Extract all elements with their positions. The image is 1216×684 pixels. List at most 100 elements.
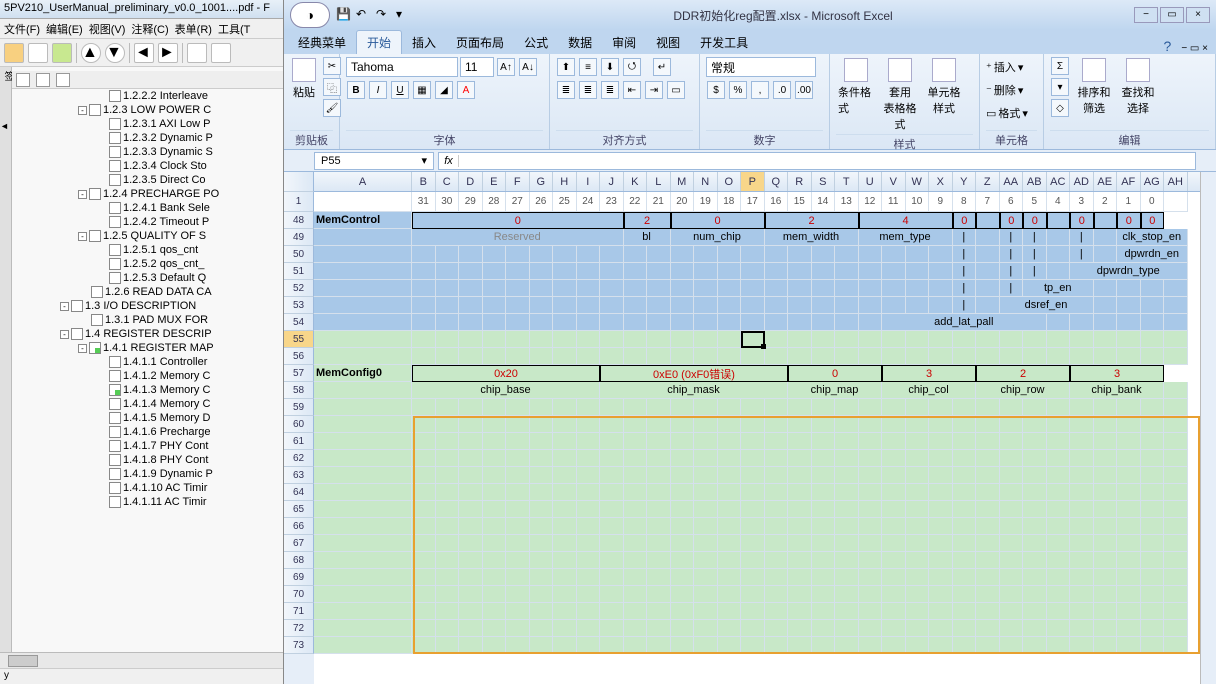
format-painter-icon[interactable]: 🖌 <box>323 99 341 117</box>
cell[interactable] <box>694 314 718 331</box>
cell[interactable] <box>788 297 812 314</box>
cell[interactable] <box>882 433 906 450</box>
cell[interactable] <box>506 348 530 365</box>
cell[interactable] <box>1000 433 1024 450</box>
cell[interactable] <box>788 348 812 365</box>
cell[interactable] <box>765 348 789 365</box>
cell[interactable] <box>1070 348 1094 365</box>
cell[interactable] <box>436 433 460 450</box>
cell[interactable] <box>647 450 671 467</box>
cell[interactable] <box>530 637 554 654</box>
cell[interactable] <box>577 518 601 535</box>
vertical-scrollbar[interactable] <box>1200 172 1216 684</box>
cell[interactable] <box>1164 416 1188 433</box>
cell[interactable] <box>1117 467 1141 484</box>
cell[interactable] <box>530 450 554 467</box>
cell[interactable] <box>600 314 624 331</box>
cell[interactable] <box>577 620 601 637</box>
cell[interactable] <box>1141 535 1165 552</box>
cell[interactable] <box>741 467 765 484</box>
cell[interactable] <box>718 518 742 535</box>
column-header[interactable]: K <box>624 172 648 191</box>
row-header[interactable]: 68 <box>284 552 314 569</box>
indent-dec-icon[interactable]: ⇤ <box>623 81 641 99</box>
cell[interactable] <box>1023 552 1047 569</box>
cell[interactable] <box>577 297 601 314</box>
cell[interactable] <box>671 467 695 484</box>
cell[interactable] <box>624 348 648 365</box>
cell[interactable] <box>412 450 436 467</box>
cell[interactable] <box>483 314 507 331</box>
cell[interactable]: 2 <box>624 212 671 229</box>
column-header[interactable]: B <box>412 172 436 191</box>
cell[interactable] <box>765 586 789 603</box>
cell[interactable]: mem_width <box>765 229 859 246</box>
cell[interactable] <box>624 518 648 535</box>
cell[interactable] <box>647 603 671 620</box>
cell[interactable] <box>929 450 953 467</box>
row-header[interactable]: 72 <box>284 620 314 637</box>
bookmarks-tab[interactable]: 签◄ <box>0 67 12 652</box>
cell[interactable] <box>459 467 483 484</box>
cell[interactable] <box>1141 552 1165 569</box>
column-header[interactable]: D <box>459 172 483 191</box>
cell[interactable] <box>694 586 718 603</box>
cell[interactable] <box>882 535 906 552</box>
qat-more-icon[interactable]: ▾ <box>396 7 412 23</box>
cell[interactable] <box>929 637 953 654</box>
cell[interactable] <box>882 280 906 297</box>
cell[interactable] <box>1141 433 1165 450</box>
cell[interactable]: dsref_en <box>1000 297 1094 314</box>
cell[interactable] <box>314 416 412 433</box>
row-header[interactable]: 59 <box>284 399 314 416</box>
cell[interactable] <box>624 484 648 501</box>
cell[interactable] <box>553 297 577 314</box>
cell[interactable] <box>1164 484 1188 501</box>
cell[interactable] <box>553 603 577 620</box>
cell[interactable] <box>1094 518 1118 535</box>
delete-button[interactable]: ⁻删除▾ <box>986 79 1023 101</box>
cell[interactable]: 0 <box>788 365 882 382</box>
cell[interactable] <box>1117 603 1141 620</box>
bookmark-item[interactable]: 1.4.1.5 Memory D <box>12 411 283 425</box>
row-header[interactable]: 53 <box>284 297 314 314</box>
cell[interactable]: 18 <box>718 192 742 212</box>
cell[interactable] <box>1141 467 1165 484</box>
cell[interactable] <box>1094 399 1118 416</box>
cell[interactable] <box>506 603 530 620</box>
column-header[interactable]: O <box>718 172 742 191</box>
cell[interactable] <box>671 569 695 586</box>
cell[interactable] <box>788 314 812 331</box>
cell[interactable] <box>788 331 812 348</box>
cell[interactable] <box>553 569 577 586</box>
cell[interactable]: 9 <box>929 192 953 212</box>
formula-input[interactable]: fx <box>438 152 1196 170</box>
name-box[interactable]: P55▾ <box>314 152 434 170</box>
cell[interactable] <box>600 637 624 654</box>
cell[interactable] <box>436 399 460 416</box>
cell[interactable] <box>953 433 977 450</box>
bookmark-item[interactable]: 1.2.6 READ DATA CA <box>12 285 283 299</box>
cell[interactable] <box>859 416 883 433</box>
row-header[interactable]: 60 <box>284 416 314 433</box>
bookmark-item[interactable]: 1.2.3.5 Direct Co <box>12 173 283 187</box>
bookmark-item[interactable]: -1.2.5 QUALITY OF S <box>12 229 283 243</box>
cell[interactable] <box>530 518 554 535</box>
cell[interactable] <box>506 535 530 552</box>
cell[interactable]: chip_base <box>412 382 600 399</box>
cell[interactable] <box>976 603 1000 620</box>
cell[interactable] <box>1000 484 1024 501</box>
cell[interactable]: | <box>1070 229 1094 246</box>
cell[interactable] <box>671 637 695 654</box>
cell[interactable] <box>436 314 460 331</box>
cell[interactable] <box>671 433 695 450</box>
cell[interactable] <box>600 620 624 637</box>
cell[interactable] <box>1023 569 1047 586</box>
cell[interactable] <box>577 263 601 280</box>
cell[interactable] <box>577 552 601 569</box>
cell[interactable]: 26 <box>530 192 554 212</box>
cell[interactable] <box>1117 416 1141 433</box>
cell[interactable] <box>553 552 577 569</box>
copy-icon[interactable]: ⿻ <box>323 78 341 96</box>
cell[interactable] <box>1094 280 1118 297</box>
